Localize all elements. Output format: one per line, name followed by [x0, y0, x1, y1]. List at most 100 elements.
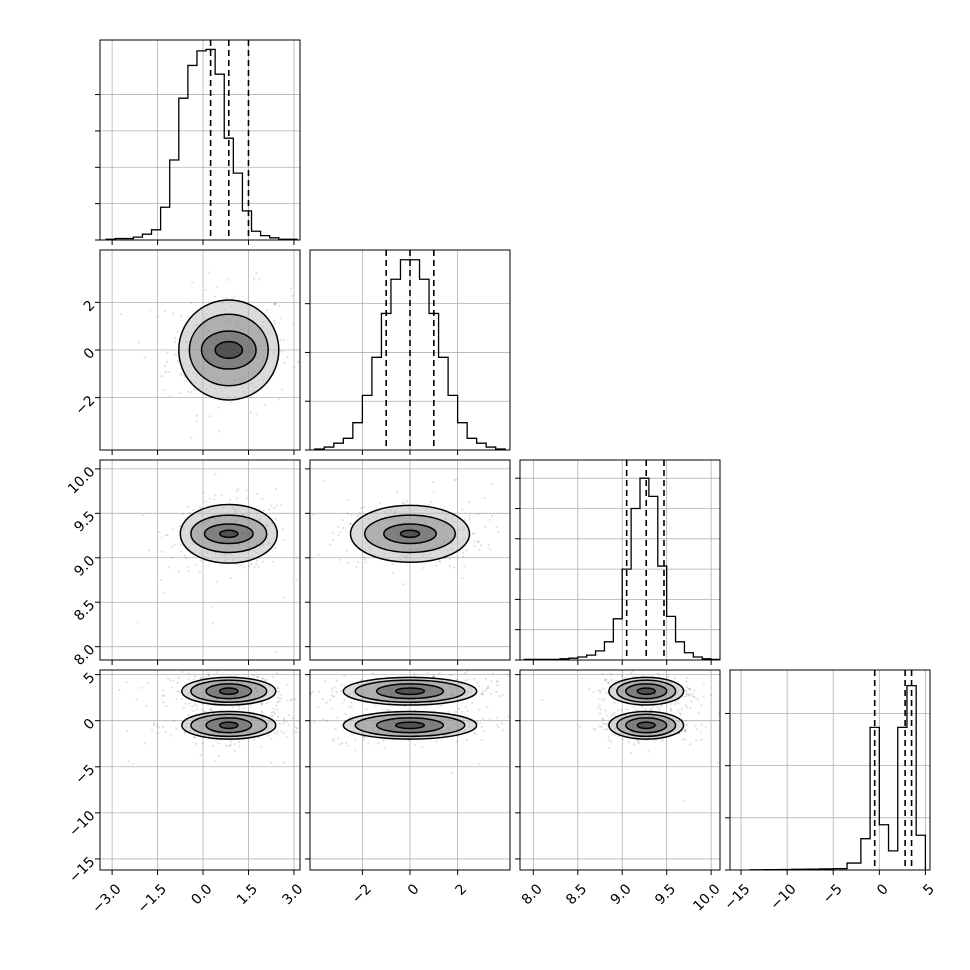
scatter-point	[471, 701, 474, 705]
scatter-point	[485, 677, 488, 680]
scatter-point	[481, 717, 485, 721]
scatter-point	[175, 697, 178, 700]
scatter-point	[148, 549, 151, 552]
scatter-point	[210, 605, 213, 609]
scatter-point	[516, 714, 518, 716]
scatter-point	[670, 707, 673, 710]
scatter-point	[282, 719, 286, 722]
scatter-point	[602, 718, 605, 721]
histogram-panel-1	[305, 249, 511, 455]
scatter-point	[704, 726, 707, 729]
scatter-point	[691, 693, 694, 696]
scatter-point	[422, 566, 425, 569]
scatter-point	[325, 719, 328, 722]
scatter-point	[224, 460, 226, 462]
scatter-point	[335, 679, 338, 683]
scatter-point	[173, 337, 177, 340]
scatter-point	[522, 731, 524, 733]
scatter-point	[187, 454, 189, 456]
scatter-point	[359, 507, 362, 510]
scatter-point	[341, 518, 344, 522]
scatter-point	[490, 679, 493, 682]
scatter-point	[220, 708, 223, 712]
panel-frame	[99, 669, 301, 871]
scatter-point	[195, 414, 199, 417]
scatter-point	[684, 730, 687, 733]
scatter-point	[614, 714, 617, 717]
scatter-point	[278, 398, 281, 401]
scatter-point	[729, 659, 731, 661]
scatter-point	[487, 686, 490, 690]
y-tick-label: 5	[81, 670, 99, 688]
scatter-point	[198, 505, 202, 509]
scatter-point	[669, 708, 672, 711]
scatter-point	[341, 742, 344, 745]
scatter-point	[677, 702, 680, 705]
scatter-point	[259, 745, 263, 748]
scatter-point	[633, 743, 636, 746]
scatter-point	[172, 719, 176, 723]
scatter-point	[337, 533, 340, 536]
scatter-point	[272, 302, 276, 305]
scatter-point	[304, 680, 306, 682]
scatter-point	[592, 691, 595, 694]
scatter-point	[304, 699, 306, 701]
scatter-point	[690, 700, 693, 703]
scatter-point	[693, 689, 696, 692]
scatter-point	[273, 712, 276, 716]
scatter-point	[716, 761, 719, 764]
scatter-point	[88, 235, 90, 237]
scatter-point	[610, 740, 613, 744]
scatter-point	[160, 536, 163, 539]
scatter-point	[256, 675, 259, 679]
scatter-point	[162, 701, 165, 704]
scatter-point	[261, 497, 264, 501]
scatter-point	[357, 514, 360, 517]
scatter-point	[201, 708, 204, 711]
scatter-point	[682, 695, 685, 698]
scatter-point	[457, 707, 461, 711]
scatter-point	[293, 725, 296, 729]
scatter-point	[237, 488, 240, 491]
scatter-panel-2-1	[301, 459, 511, 665]
scatter-point	[273, 710, 276, 714]
scatter-point	[466, 739, 469, 742]
scatter-point	[546, 715, 548, 717]
plot-area	[520, 642, 731, 870]
scatter-point	[455, 740, 459, 743]
scatter-point	[228, 498, 232, 501]
scatter-point	[467, 678, 470, 681]
scatter-point	[162, 592, 165, 595]
scatter-point	[213, 295, 216, 298]
scatter-point	[619, 663, 621, 665]
contour-line	[399, 529, 421, 539]
scatter-point	[379, 501, 382, 505]
scatter-point	[285, 736, 288, 739]
scatter-point	[283, 361, 286, 364]
scatter-point	[193, 388, 196, 391]
scatter-point	[192, 709, 195, 712]
scatter-point	[303, 311, 305, 313]
plot-area	[88, 235, 305, 462]
scatter-point	[278, 304, 281, 307]
scatter-point	[272, 676, 275, 679]
scatter-point	[694, 661, 696, 663]
scatter-point	[700, 731, 703, 734]
scatter-point	[162, 694, 166, 697]
scatter-point	[158, 531, 161, 534]
scatter-point	[275, 504, 278, 507]
scatter-point	[165, 704, 168, 708]
scatter-point	[344, 712, 347, 716]
scatter-point	[476, 540, 479, 543]
scatter-point	[199, 753, 202, 756]
scatter-point	[667, 675, 670, 679]
scatter-point	[267, 508, 271, 511]
scatter-point	[258, 278, 261, 281]
scatter-point	[331, 694, 334, 697]
scatter-point	[672, 642, 674, 644]
scatter-point	[286, 355, 289, 359]
scatter-point	[301, 529, 303, 531]
scatter-point	[310, 692, 313, 695]
scatter-point	[280, 730, 283, 733]
scatter-point	[717, 712, 720, 715]
